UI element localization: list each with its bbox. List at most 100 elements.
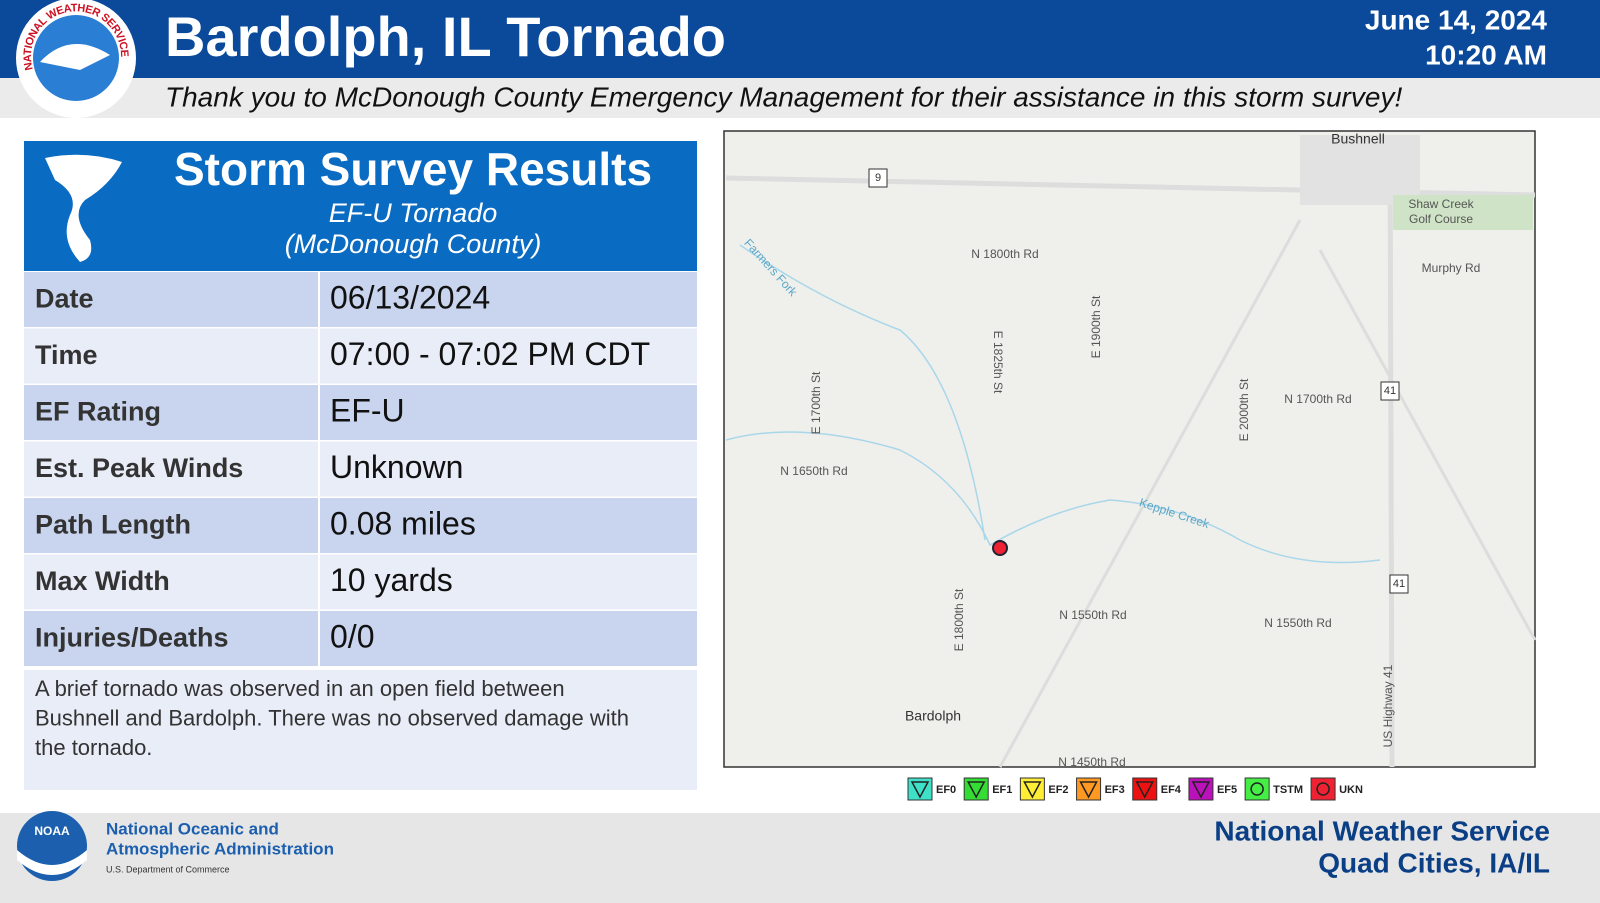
description: A brief tornado was observed in an open …	[35, 676, 629, 760]
legend-triangle	[1079, 781, 1098, 799]
road	[1387, 134, 1395, 768]
map-label: N 1700th Rd	[1284, 392, 1351, 406]
legend-triangle	[966, 781, 986, 799]
agency-line2: Atmospheric Administration	[106, 839, 334, 858]
description-line: Bushnell and Bardolph. There was no obse…	[35, 705, 629, 730]
map-label: Bardolph	[905, 708, 961, 724]
route-shield	[1389, 574, 1409, 594]
map-label: E 1900th St	[1089, 295, 1103, 358]
legend-box	[1188, 777, 1214, 801]
map-label: Murphy Rd	[1422, 261, 1481, 275]
map-label: N 1550th Rd	[1264, 616, 1331, 630]
row-bg	[24, 554, 697, 610]
legend-triangle	[910, 781, 930, 799]
survey-subtitle: EF-U Tornado	[329, 198, 498, 228]
map-label: E 2000th St	[1237, 378, 1251, 441]
row-label: Est. Peak Winds	[35, 453, 243, 483]
map-label: E 1700th St	[809, 371, 823, 434]
row-bg	[24, 385, 697, 440]
railroad	[998, 219, 1302, 768]
time: 10:20 AM	[1425, 39, 1547, 70]
survey-table: Date 06/13/2024 Time 07:00 - 07:02 PM CDT EF…	[24, 272, 697, 666]
map-label: N 1650th Rd	[780, 464, 847, 478]
railroad	[1318, 249, 1537, 641]
creek	[739, 244, 986, 541]
footer-band	[0, 813, 1600, 903]
legend-box	[1076, 777, 1102, 801]
golf-course	[1393, 195, 1533, 230]
map-label: N 1450th Rd	[1058, 755, 1125, 769]
row-label: Date	[35, 283, 94, 313]
legend-label: EF2	[1048, 784, 1068, 796]
office-line2: Quad Cities, IA/IL	[1318, 847, 1550, 878]
map-label: E 1800th St	[952, 588, 966, 651]
map-label: US Highway 41	[1381, 664, 1395, 747]
survey-header	[24, 141, 697, 271]
office-line1: National Weather Service	[1214, 815, 1550, 846]
legend-box	[907, 777, 933, 801]
route-shield	[868, 168, 888, 188]
legend-label: TSTM	[1273, 784, 1303, 796]
thanks: Thank you to McDonough County Emergency …	[165, 81, 1402, 112]
map-label: Bushnell	[1331, 131, 1385, 147]
legend-circle	[1250, 782, 1264, 796]
legend-label: EF0	[936, 784, 956, 796]
legend-triangle	[1191, 781, 1211, 799]
row-value: Unknown	[330, 449, 463, 485]
header-band	[0, 0, 1600, 78]
survey-title: Storm Survey Results	[174, 143, 652, 195]
legend: EF0 EF1 EF2 EF3 EF4 EF5 TSTM UKN	[907, 777, 1363, 801]
row-bg	[24, 611, 697, 666]
noaa-logo-wave	[17, 850, 87, 875]
map-label: Shaw Creek	[1408, 197, 1474, 211]
survey-county: (McDonough County)	[285, 229, 542, 259]
row-label: Max Width	[35, 566, 170, 596]
row-label: Time	[35, 340, 98, 370]
row-label: EF Rating	[35, 396, 161, 426]
legend-box	[1019, 777, 1045, 801]
legend-label: EF5	[1217, 784, 1237, 796]
map-label: E 1825th St	[991, 331, 1005, 394]
tornado-icon	[45, 154, 122, 262]
row-value: 07:00 - 07:02 PM CDT	[330, 336, 650, 372]
agency-line1: National Oceanic and	[106, 819, 279, 838]
thanks-band	[0, 78, 1600, 118]
map-label: 41	[1393, 578, 1405, 590]
row-label: Path Length	[35, 509, 191, 539]
map-frame	[723, 130, 1536, 768]
row-value: 0.08 miles	[330, 506, 476, 542]
noaa-logo-text: NOAA	[34, 824, 70, 838]
route-shield	[1380, 381, 1400, 401]
map-label: Golf Course	[1409, 212, 1473, 226]
tornado-point	[992, 540, 1008, 556]
creek	[725, 431, 1381, 564]
legend-box	[963, 777, 989, 801]
legend-triangle	[1023, 781, 1042, 799]
map-label: N 1550th Rd	[1059, 608, 1126, 622]
legend-box	[1244, 777, 1270, 801]
legend-label: EF4	[1161, 784, 1182, 796]
date: June 14, 2024	[1365, 4, 1548, 35]
legend-circle	[1316, 782, 1330, 796]
department: U.S. Department of Commerce	[106, 864, 230, 874]
legend-box	[1310, 777, 1336, 801]
legend-box	[1132, 777, 1158, 801]
description-line: A brief tornado was observed in an open …	[35, 676, 565, 701]
row-value: EF-U	[330, 393, 405, 429]
legend-triangle	[1135, 781, 1154, 799]
row-bg	[24, 441, 697, 497]
row-value: 10 yards	[330, 562, 453, 598]
town-area	[1300, 135, 1420, 205]
row-label: Injuries/Deaths	[35, 622, 229, 652]
title: Bardolph, IL Tornado	[165, 5, 726, 68]
description-line: the tornado.	[35, 735, 152, 760]
row-value: 06/13/2024	[330, 280, 490, 316]
legend-label: EF1	[992, 784, 1012, 796]
row-bg	[24, 272, 697, 327]
nws-logo-cloud	[40, 44, 110, 70]
map-label: 41	[1384, 385, 1396, 397]
legend-label: UKN	[1339, 784, 1363, 796]
description-box	[24, 670, 697, 790]
